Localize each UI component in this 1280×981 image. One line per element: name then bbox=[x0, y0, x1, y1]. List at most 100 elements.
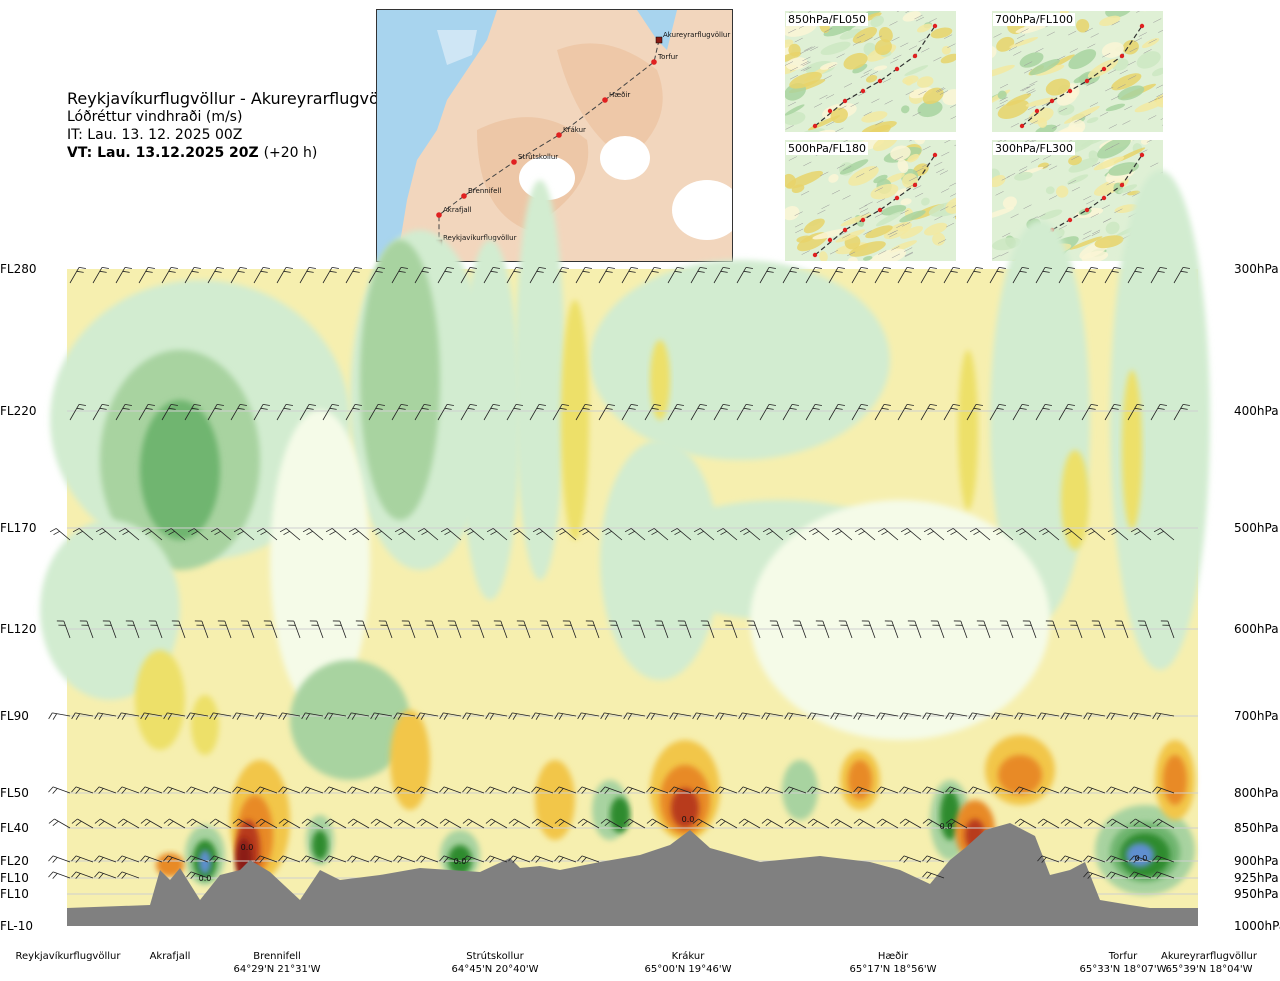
wind-barb bbox=[1150, 404, 1167, 421]
route-point-label: Hæðir bbox=[609, 91, 630, 99]
wind-barb bbox=[194, 620, 209, 639]
wind-barb bbox=[1106, 818, 1129, 829]
wind-barb bbox=[1084, 528, 1106, 541]
velocity-contour bbox=[590, 260, 890, 460]
wind-barb bbox=[140, 855, 163, 863]
wind-barb bbox=[370, 712, 393, 720]
route-point-label: Akrafjall bbox=[443, 206, 472, 214]
wind-barb bbox=[1129, 871, 1152, 879]
wind-barb bbox=[263, 620, 278, 639]
wind-barb bbox=[161, 404, 178, 421]
thumbnail-850[interactable]: 850hPa/FL050 bbox=[785, 11, 956, 132]
wind-barb bbox=[808, 528, 830, 541]
wind-barb bbox=[255, 855, 278, 863]
hpa-tick-label: 600hPa bbox=[1234, 622, 1279, 636]
wind-barb bbox=[299, 404, 316, 421]
thumbnail-label: 500hPa/FL180 bbox=[786, 142, 869, 155]
wind-barb bbox=[989, 404, 1006, 421]
wind-barb bbox=[828, 404, 845, 421]
wind-barb bbox=[784, 818, 807, 829]
wind-barb bbox=[92, 267, 109, 284]
wind-barb bbox=[966, 404, 983, 421]
wind-barb bbox=[184, 267, 201, 284]
wind-barb bbox=[897, 404, 914, 421]
route-map-svg: Akureyrarflugvöllur Torfur Hæðir Krákur Strú… bbox=[377, 10, 732, 261]
thumbnail-map bbox=[785, 11, 956, 132]
wind-barb bbox=[95, 528, 117, 541]
wind-barb bbox=[301, 712, 324, 720]
wind-barb bbox=[1114, 620, 1129, 639]
wind-barb bbox=[462, 818, 485, 829]
wind-barb bbox=[253, 404, 270, 421]
wind-barb bbox=[1150, 267, 1167, 284]
wind-barb bbox=[232, 712, 255, 720]
wind-barb bbox=[485, 786, 508, 794]
valid-time-main: VT: Lau. 13.12.2025 20Z bbox=[67, 145, 259, 161]
wind-barb bbox=[463, 528, 485, 541]
wind-barb bbox=[968, 786, 991, 794]
wind-barb bbox=[117, 818, 140, 829]
wind-barb bbox=[1015, 528, 1037, 541]
wind-barb bbox=[416, 855, 439, 863]
wind-barb bbox=[1037, 786, 1060, 794]
wind-barb bbox=[785, 528, 807, 541]
chart-subtitle: Lóðréttur vindhraði (m/s) bbox=[67, 109, 243, 125]
wind-barb bbox=[1152, 871, 1175, 879]
wind-barb bbox=[1083, 818, 1106, 829]
wind-barb bbox=[759, 267, 776, 284]
wind-barb bbox=[393, 855, 416, 863]
wind-barb bbox=[646, 712, 669, 720]
location-coord: 65°39'N 18°04'W bbox=[1165, 964, 1253, 975]
wind-barb bbox=[393, 712, 416, 720]
wind-barb bbox=[784, 786, 807, 794]
wind-barb bbox=[1037, 855, 1060, 863]
wind-barb bbox=[853, 712, 876, 720]
wind-barb bbox=[830, 818, 853, 829]
velocity-contour bbox=[140, 400, 220, 540]
wind-barb bbox=[1081, 267, 1098, 284]
wind-barb bbox=[989, 267, 1006, 284]
wind-barb bbox=[117, 712, 140, 720]
wind-barb bbox=[897, 267, 914, 284]
wind-barb bbox=[301, 786, 324, 794]
wind-barb bbox=[345, 404, 362, 421]
wind-barb bbox=[690, 404, 707, 421]
location-name: Akureyrarflugvöllur bbox=[1160, 951, 1257, 962]
wind-barb bbox=[736, 267, 753, 284]
wind-barb bbox=[186, 712, 209, 720]
wind-barb bbox=[255, 786, 278, 794]
location-label: Brennifell 64°29'N 21°31'W bbox=[217, 950, 337, 976]
thumbnail-map bbox=[992, 11, 1163, 132]
wind-barb bbox=[554, 818, 577, 829]
fl-tick-label: FL40 bbox=[0, 821, 29, 835]
wind-barb bbox=[1058, 404, 1075, 421]
thumbnail-500[interactable]: 500hPa/FL180 bbox=[785, 140, 956, 261]
wind-barb bbox=[953, 620, 968, 639]
thumbnail-700[interactable]: 700hPa/FL100 bbox=[992, 11, 1163, 132]
wind-barb bbox=[276, 267, 293, 284]
wind-barb bbox=[723, 620, 738, 639]
wind-barb bbox=[876, 818, 899, 829]
wind-barb bbox=[716, 528, 738, 541]
wind-barb bbox=[483, 404, 500, 421]
location-coord: 65°00'N 19°46'W bbox=[644, 964, 732, 975]
wind-barb bbox=[79, 620, 94, 639]
wind-barb bbox=[171, 620, 186, 639]
wind-barb bbox=[1153, 528, 1175, 541]
velocity-contour bbox=[515, 180, 565, 580]
velocity-contour bbox=[958, 350, 978, 510]
wind-barb bbox=[141, 528, 163, 541]
wind-barb bbox=[669, 712, 692, 720]
wind-barb bbox=[807, 818, 830, 829]
wind-barb bbox=[945, 712, 968, 720]
hpa-tick-label: 400hPa bbox=[1234, 404, 1279, 418]
route-point: Akureyrarflugvöllur bbox=[655, 31, 730, 44]
wind-barb bbox=[324, 786, 347, 794]
wind-barb bbox=[209, 855, 232, 863]
wind-barb bbox=[485, 818, 508, 829]
wind-barb bbox=[347, 818, 370, 829]
wind-barb bbox=[531, 818, 554, 829]
wind-barb bbox=[393, 818, 416, 829]
wind-barb bbox=[347, 712, 370, 720]
wind-barb bbox=[48, 871, 71, 879]
